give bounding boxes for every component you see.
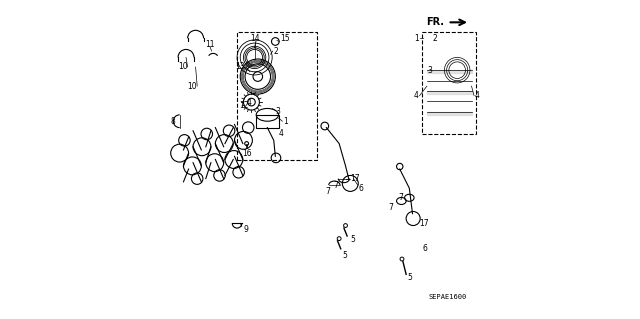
Text: 15: 15 <box>280 34 290 43</box>
Text: 6: 6 <box>358 184 363 193</box>
Text: 7: 7 <box>398 193 403 202</box>
Text: 5: 5 <box>350 235 355 244</box>
Text: 17: 17 <box>350 174 360 183</box>
Text: 4: 4 <box>246 98 252 107</box>
Text: 3: 3 <box>275 107 280 116</box>
Text: 9: 9 <box>243 225 248 234</box>
Text: 8: 8 <box>171 117 175 126</box>
Text: 6: 6 <box>422 244 427 253</box>
Text: 14: 14 <box>250 34 259 43</box>
Text: 2: 2 <box>433 34 437 43</box>
Text: 7: 7 <box>326 187 330 196</box>
Text: 5: 5 <box>342 251 348 260</box>
Text: 3: 3 <box>428 66 433 75</box>
Text: 10: 10 <box>178 63 188 71</box>
Text: 12: 12 <box>239 101 248 110</box>
Text: 7: 7 <box>388 203 394 212</box>
Text: 1: 1 <box>414 34 419 43</box>
Text: 7: 7 <box>333 181 339 189</box>
Text: 11: 11 <box>205 40 214 49</box>
Text: 2: 2 <box>274 47 278 56</box>
Text: SEPAE1600: SEPAE1600 <box>428 294 467 300</box>
Text: 4: 4 <box>278 130 284 138</box>
Text: 4: 4 <box>475 91 479 100</box>
Text: 16: 16 <box>242 149 252 158</box>
Text: 17: 17 <box>419 219 429 228</box>
Text: 4: 4 <box>414 91 419 100</box>
Text: 1: 1 <box>284 117 288 126</box>
Text: 13: 13 <box>236 63 245 71</box>
Text: 10: 10 <box>188 82 197 91</box>
Bar <box>256 115 278 128</box>
Text: 5: 5 <box>408 273 413 282</box>
Text: FR.: FR. <box>426 17 444 27</box>
